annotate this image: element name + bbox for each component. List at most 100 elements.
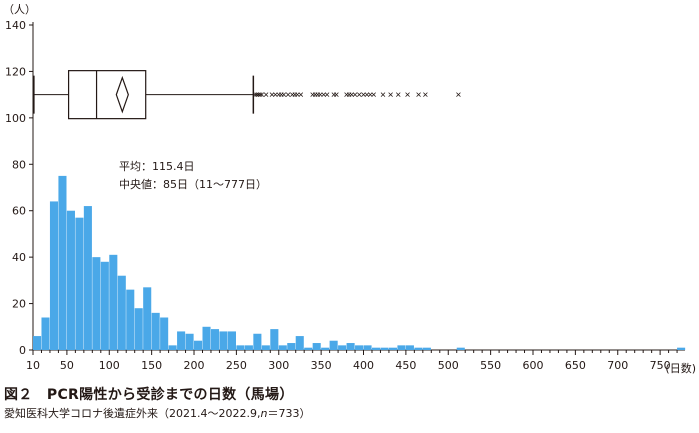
outlier-marker <box>361 92 366 97</box>
y-tick-label: 40 <box>12 251 26 264</box>
histogram-bar <box>244 345 253 350</box>
histogram-bar <box>134 308 143 350</box>
outlier-marker <box>356 92 362 97</box>
figure-caption-subtitle: 愛知医科大学コロナ後遺症外来（2021.4～2022.9,n＝733） <box>4 405 310 421</box>
outlier-stroke <box>349 92 354 97</box>
y-tick-label: 80 <box>12 158 26 171</box>
histogram-bar <box>117 275 126 350</box>
outlier-stroke <box>259 92 265 97</box>
histogram-bar <box>363 345 372 350</box>
x-tick-label: 250 <box>226 359 247 372</box>
x-tick-label: 100 <box>99 359 120 372</box>
histogram-bar <box>371 347 381 350</box>
caption-subtitle-suffix: ＝733） <box>267 407 311 420</box>
outlier-stroke <box>423 92 428 97</box>
caption-n-symbol: n <box>260 407 268 420</box>
outlier-stroke <box>324 92 330 97</box>
histogram-bar <box>58 175 67 350</box>
outlier-marker <box>405 92 410 97</box>
median-annotation: 中央値：85日（11～777日） <box>119 178 267 191</box>
outlier-marker <box>456 92 461 97</box>
x-tick-label: 300 <box>268 359 289 372</box>
histogram-bar <box>75 217 84 350</box>
x-tick-label: 150 <box>141 359 162 372</box>
x-tick-label: 700 <box>607 359 628 372</box>
outlier-stroke <box>269 92 275 97</box>
histogram-bars <box>33 175 686 350</box>
histogram-bar <box>100 261 109 350</box>
histogram-bar <box>83 206 92 350</box>
histogram-bar <box>380 347 389 350</box>
x-tick-label: 50 <box>60 359 74 372</box>
histogram-bar <box>177 331 186 350</box>
outlier-marker <box>321 92 326 97</box>
outlier-stroke <box>263 92 269 97</box>
histogram-bar <box>422 347 431 350</box>
outlier-stroke <box>371 92 376 97</box>
outlier-marker <box>349 92 354 97</box>
histogram-bar <box>202 326 211 350</box>
outlier-marker <box>423 92 428 97</box>
outlier-stroke <box>252 92 258 97</box>
histogram-bar <box>278 345 287 350</box>
outlier-stroke <box>257 92 263 97</box>
outlier-stroke <box>368 92 373 97</box>
y-tick-label: 0 <box>19 344 26 357</box>
histogram-bar <box>253 333 262 350</box>
histogram-bar <box>355 345 364 350</box>
outlier-stroke <box>356 92 362 97</box>
y-axis-label: （人） <box>3 3 36 16</box>
outlier-marker <box>324 92 330 97</box>
outlier-marker <box>380 92 386 97</box>
outlier-stroke <box>395 92 401 97</box>
outlier-marker <box>416 92 421 97</box>
histogram-bar <box>295 336 304 350</box>
outlier-stroke <box>254 92 260 97</box>
histogram-bar <box>185 333 194 350</box>
outlier-marker <box>252 92 258 97</box>
histogram-bar <box>109 254 118 350</box>
outlier-stroke <box>405 92 410 97</box>
boxplot <box>33 70 461 120</box>
x-tick-label: 500 <box>438 359 459 372</box>
outlier-stroke <box>298 92 304 97</box>
histogram-bar <box>405 345 414 350</box>
histogram-bar <box>414 347 423 350</box>
outlier-marker <box>298 92 304 97</box>
histogram-bar <box>346 343 355 350</box>
caption-subtitle-prefix: 愛知医科大学コロナ後遺症外来（2021.4～2022.9, <box>4 407 261 420</box>
y-axis: 0 20 40 60 80 100 120 140 <box>5 19 34 357</box>
histogram-chart: 0 20 40 60 80 100 120 140 10 50 100 150 200 250 300 35… <box>3 3 696 375</box>
outlier-marker <box>352 92 358 97</box>
outlier-marker <box>371 92 376 97</box>
outlier-stroke <box>352 92 358 97</box>
histogram-bar <box>33 336 42 350</box>
y-tick-label: 120 <box>5 65 26 78</box>
outlier-marker <box>257 92 263 97</box>
histogram-bar <box>312 343 321 350</box>
outlier-marker <box>295 92 300 97</box>
outlier-stroke <box>256 92 261 97</box>
histogram-bar <box>151 312 160 350</box>
histogram-bar <box>126 289 135 350</box>
outlier-stroke <box>334 92 339 97</box>
outlier-stroke <box>321 92 326 97</box>
outlier-stroke <box>281 92 287 97</box>
outlier-marker <box>263 92 269 97</box>
iqr-box <box>67 70 147 120</box>
histogram-bar <box>287 343 296 350</box>
x-tick-label: 750 <box>650 359 671 372</box>
y-tick-label: 20 <box>12 298 26 311</box>
x-tick-label: 350 <box>311 359 332 372</box>
outlier-marker <box>368 92 373 97</box>
outlier-stroke <box>416 92 421 97</box>
histogram-bar <box>219 331 228 350</box>
histogram-bar <box>227 331 236 350</box>
histogram-bar <box>236 345 245 350</box>
histogram-bar <box>338 345 347 350</box>
x-tick-label: 400 <box>353 359 374 372</box>
histogram-bar <box>210 329 220 350</box>
x-tick-label: 650 <box>565 359 586 372</box>
histogram-bar <box>66 210 75 350</box>
x-tick-label: 600 <box>523 359 544 372</box>
